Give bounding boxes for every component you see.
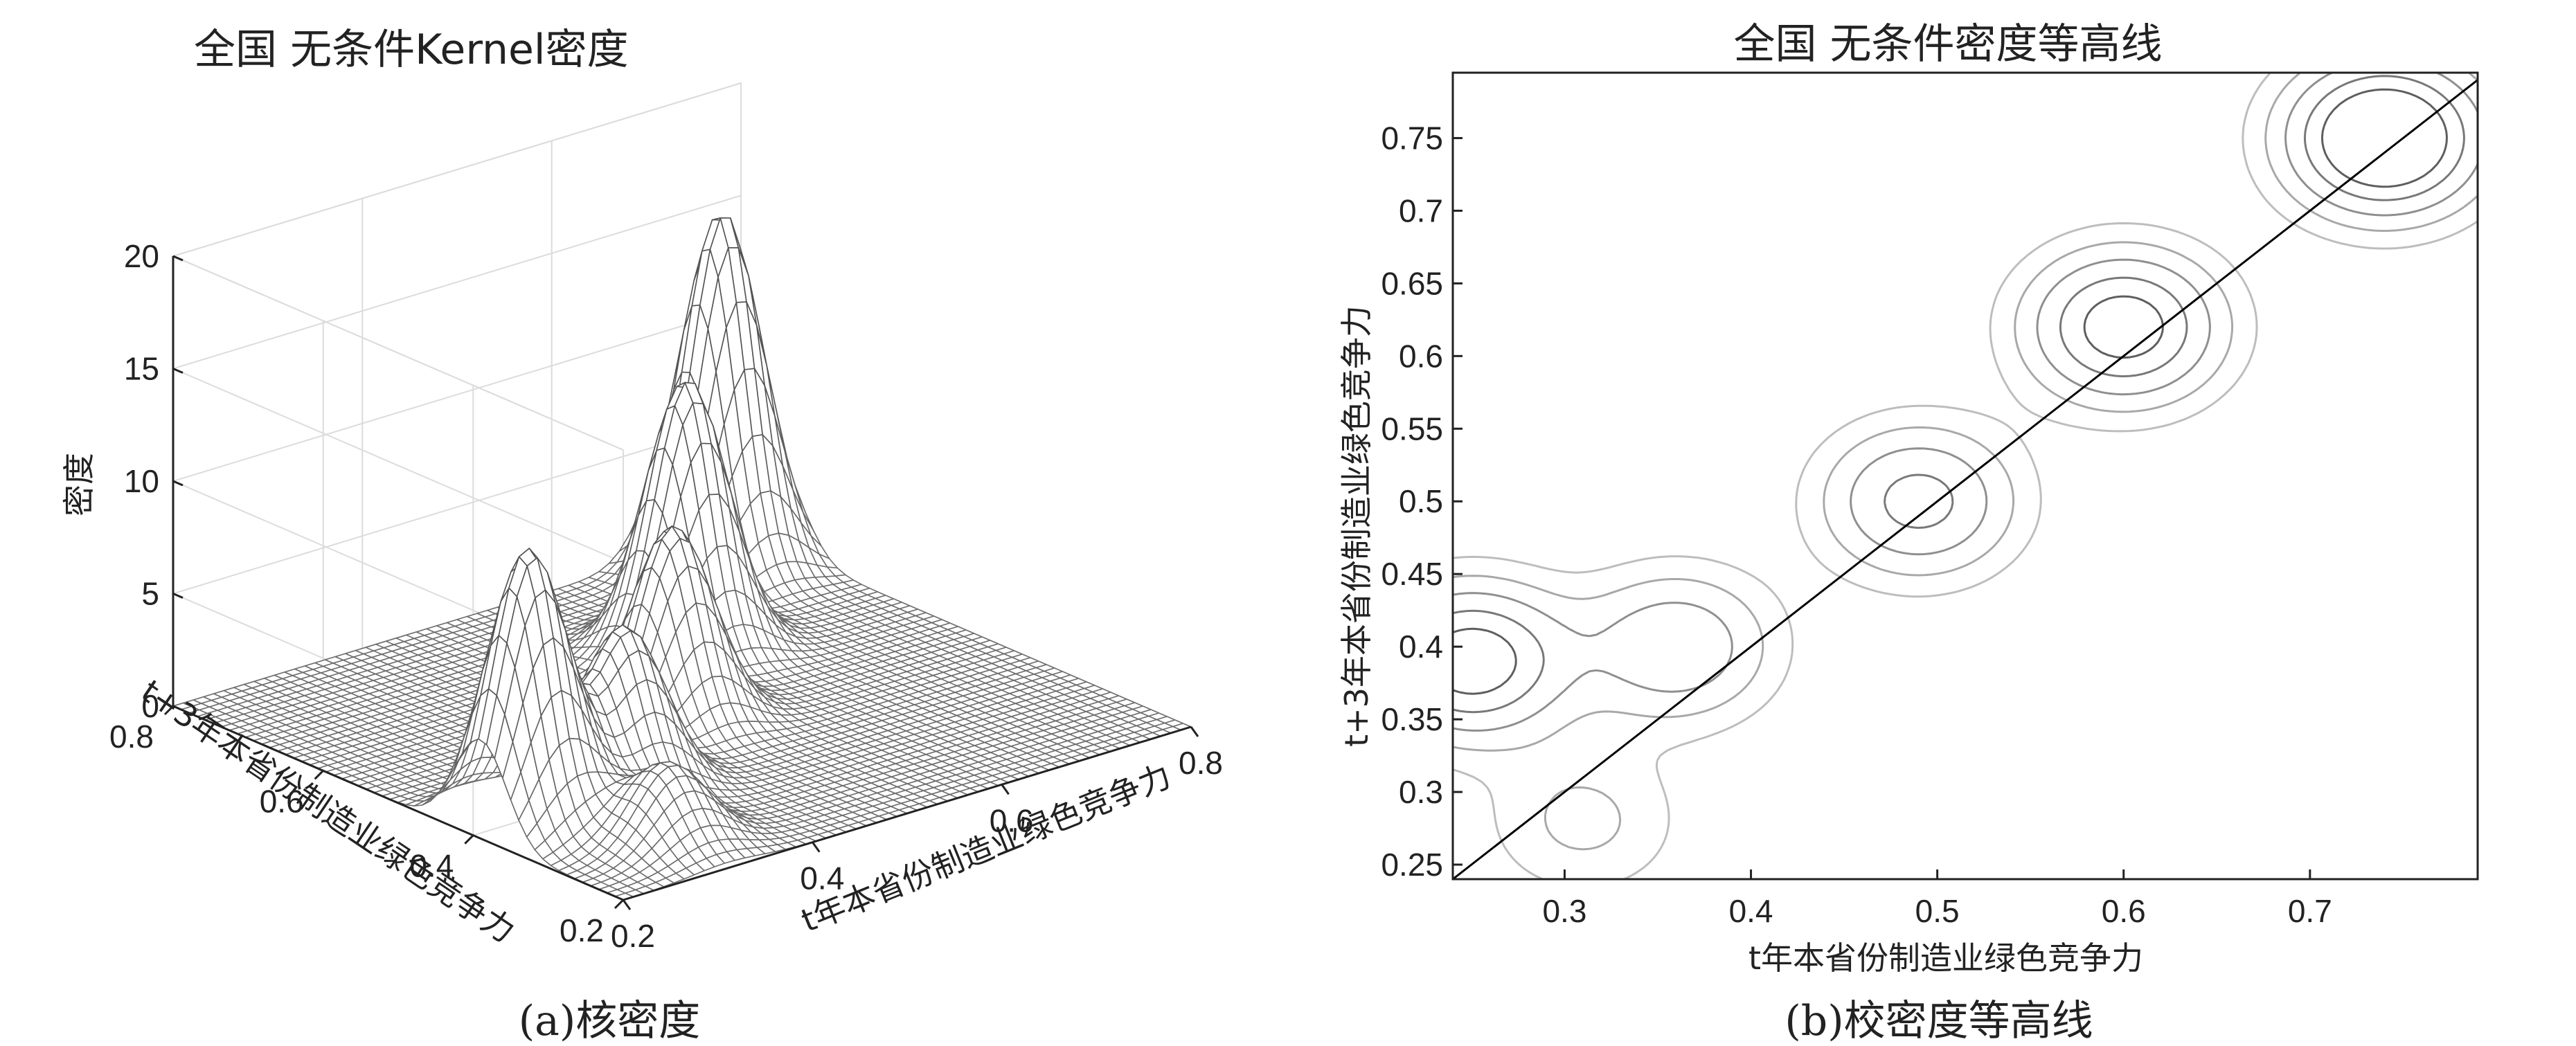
contour-y-tick-label: 0.45 <box>1381 556 1443 592</box>
contour-level <box>1452 71 2479 851</box>
contour-y-tick-label: 0.35 <box>1381 701 1443 737</box>
contour-y-tick-label: 0.3 <box>1399 774 1443 810</box>
contour-x-tick-label: 0.7 <box>2288 893 2332 929</box>
contour-x-tick-label: 0.3 <box>1542 893 1586 929</box>
z-tick-label: 15 <box>124 351 159 387</box>
contour-frame <box>1451 71 2479 881</box>
x-axis-ticks: 0.2 0.4 0.6 0.8 <box>611 726 1223 954</box>
contour-y-ticks: 0.25 0.3 0.35 0.4 0.45 0.5 0.55 0.6 0.65 0.7 0.75 <box>1381 120 1463 883</box>
contour-level <box>1452 88 2448 695</box>
y-tick-label: 0.4 <box>409 848 454 884</box>
contour-title: 全国 无条件密度等高线 <box>1733 20 2162 69</box>
caption-b: (b)校密度等高线 <box>1785 997 2093 1045</box>
x-tick-label: 0.8 <box>1179 745 1223 781</box>
y-tick-label: 0.2 <box>560 912 604 948</box>
y-axis-ticks: 0.2 0.4 0.6 0.8 <box>109 705 625 948</box>
contour-x-ticks: 0.3 0.4 0.5 0.6 0.7 <box>1542 869 2332 929</box>
contour-x-tick-label: 0.4 <box>1729 893 1773 929</box>
x-tick-label: 0.4 <box>800 860 844 896</box>
z-tick-label: 5 <box>141 576 159 612</box>
contour-x-tick-label: 0.6 <box>2102 893 2146 929</box>
z-tick-label: 20 <box>124 238 159 274</box>
contour-panel: 全国 无条件密度等高线 0.3 0.4 0.5 0.6 0.7 0.250.30.350… <box>1338 20 2479 1045</box>
z-tick-label: 10 <box>124 463 159 499</box>
contour-y-tick-label: 0.6 <box>1399 338 1443 374</box>
density-surface <box>172 217 1192 901</box>
contour-y-tick-label: 0.4 <box>1399 629 1443 665</box>
z-tick-label: 0 <box>141 688 159 724</box>
contour-lines <box>1452 71 2479 881</box>
diagonal-line <box>1452 79 2478 881</box>
z-axis-ticks: 0 5 10 15 20 <box>124 238 184 724</box>
z-axis-label: 密度 <box>60 453 98 516</box>
surface-panel: 全国 无条件Kernel密度 0 5 10 15 20 0.2 0.4 0.6 0.8 0.2… <box>60 26 1223 1045</box>
contour-level <box>1452 71 2479 732</box>
contour-y-tick-label: 0.75 <box>1381 120 1443 156</box>
contour-level <box>1452 75 2465 714</box>
contour-y-tick-label: 0.55 <box>1381 411 1443 447</box>
y-tick-label: 0.8 <box>109 719 154 755</box>
contour-y-tick-label: 0.7 <box>1399 192 1443 228</box>
surface-title: 全国 无条件Kernel密度 <box>194 26 629 74</box>
contour-x-label: t年本省份制造业绿色竞争力 <box>1748 939 2143 977</box>
contour-y-tick-label: 0.5 <box>1399 483 1443 519</box>
caption-a: (a)核密度 <box>519 997 701 1045</box>
contour-y-tick-label: 0.65 <box>1381 265 1443 301</box>
contour-y-tick-label: 0.25 <box>1381 847 1443 883</box>
contour-y-label: t+3年本省份制造业绿色竞争力 <box>1338 305 1375 747</box>
y-tick-label: 0.6 <box>260 783 304 819</box>
x-tick-label: 0.6 <box>990 802 1034 838</box>
contour-x-tick-label: 0.5 <box>1915 893 1960 929</box>
x-tick-label: 0.2 <box>611 918 655 954</box>
